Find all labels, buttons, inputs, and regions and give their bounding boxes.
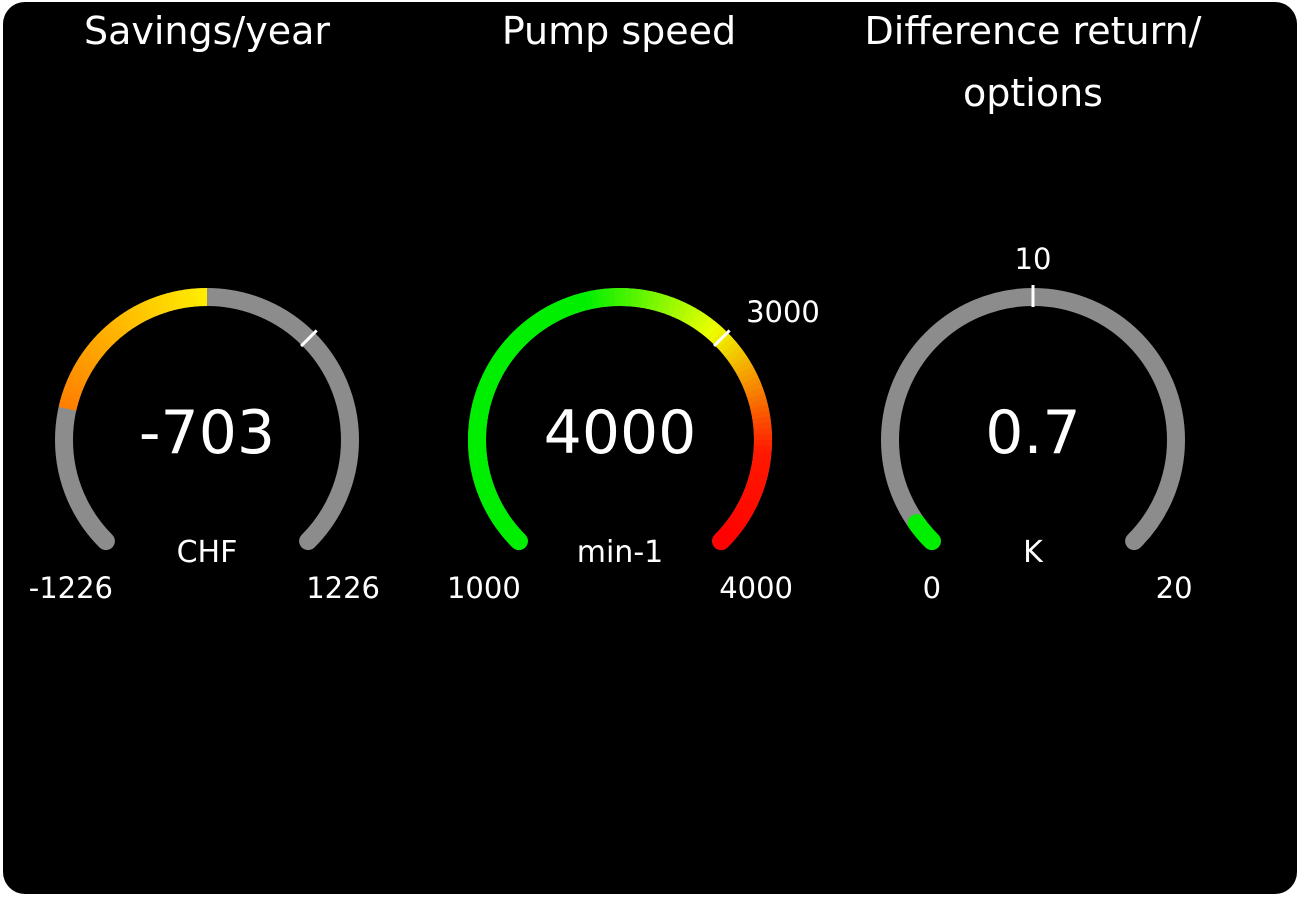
gauge-value: -703 [139,398,275,468]
gauge-unit: K [1023,535,1044,570]
gauge-title-difference: Difference return/ options [864,9,1202,115]
gauge-fill [907,514,941,551]
gauge-value: 0.7 [985,398,1080,468]
gauge-fill [58,288,208,411]
gauge-max-label: 20 [1156,571,1193,605]
gauge-max-label: 1226 [306,571,380,605]
gauge-marker [300,329,318,348]
gauge-title-savings: Savings/year [83,9,331,53]
gauge-fill-segment [907,514,929,536]
dashboard-panel [3,2,1297,894]
gauge-value: 4000 [544,398,697,468]
gauge-marker [712,329,731,348]
gauge-1: 3000 4000 min-1 1000 4000 [447,287,820,605]
gauge-unit: CHF [177,535,238,570]
gauge-marker-label: 3000 [746,295,820,329]
gauge-min-label: -1226 [29,571,113,605]
gauge-0: -703 CHF -1226 1226 [29,288,380,605]
gauge-fill-segment [712,528,735,551]
gauge-fill [467,287,773,551]
gauge-min-label: 1000 [447,571,521,605]
gauge-marker-label: 10 [1015,242,1052,276]
gauge-unit: min-1 [577,535,663,570]
gauge-min-label: 0 [923,571,941,605]
gauge-2: 10 0.7 K 0 20 [881,242,1193,605]
gauge-title-pump-speed: Pump speed [501,9,737,53]
gauge-max-label: 4000 [719,571,793,605]
